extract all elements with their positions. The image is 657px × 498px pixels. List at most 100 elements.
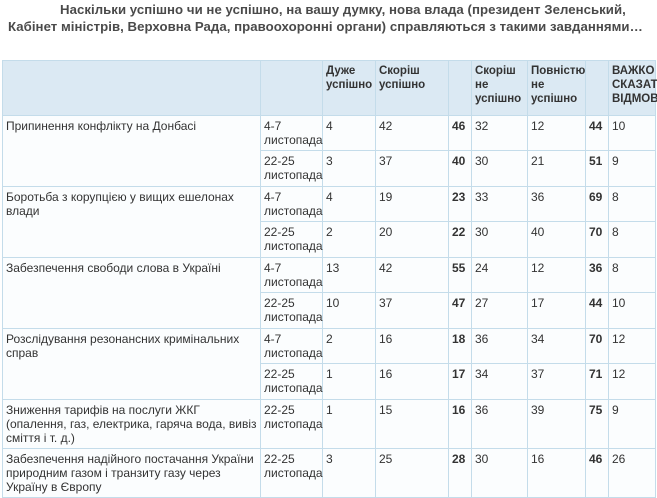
- rather-not-cell: 33: [471, 186, 528, 222]
- not-at-all-cell: 12: [527, 257, 586, 293]
- rather-not-cell: 30: [471, 448, 528, 498]
- not-at-all-cell: 16: [527, 448, 586, 498]
- task-cell: Забезпечення свободи слова в Україні: [2, 257, 261, 329]
- sum-positive-cell: 55: [448, 257, 472, 293]
- very-cell: 2: [322, 328, 376, 364]
- sum-negative-cell: 75: [585, 399, 609, 449]
- hard-to-say-cell: 10: [608, 292, 656, 329]
- sum-positive-cell: 22: [448, 221, 472, 258]
- not-at-all-cell: 21: [527, 150, 586, 187]
- hard-to-say-cell: 8: [608, 186, 656, 222]
- very-cell: 4: [322, 186, 376, 222]
- not-at-all-cell: 12: [527, 115, 586, 151]
- period-cell: 22-25 листопада: [260, 448, 323, 498]
- task-cell: Розслідування резонансних кримінальних с…: [2, 328, 261, 400]
- rather-cell: 16: [375, 363, 449, 400]
- rather-cell: 25: [375, 448, 449, 498]
- period-cell: 4-7 листопада: [260, 257, 323, 293]
- sum-positive-cell: 23: [448, 186, 472, 222]
- hard-to-say-cell: 8: [608, 221, 656, 258]
- table-row: Розслідування резонансних кримінальних с…: [2, 328, 656, 400]
- survey-results-table: Дуже успішно Скоріш успішно Скоріш не ус…: [2, 60, 657, 498]
- period-cell: 22-25 листопада: [260, 292, 323, 329]
- sum-negative-cell: 71: [585, 363, 609, 400]
- sum-negative-cell: 36: [585, 257, 609, 293]
- task-cell: Забезпечення надійного постачання Україн…: [2, 448, 261, 498]
- period-cell: 4-7 листопада: [260, 186, 323, 222]
- task-cell: Боротьба з корупцією у вищих ешелонах вл…: [2, 186, 261, 258]
- not-at-all-cell: 37: [527, 363, 586, 400]
- header-task: [2, 60, 261, 116]
- period-cell: 22-25 листопада: [260, 399, 323, 449]
- very-cell: 13: [322, 257, 376, 293]
- period-cell: 4-7 листопада: [260, 328, 323, 364]
- sum-positive-cell: 47: [448, 292, 472, 329]
- table-row: 22-25 листопада 3 37 40 30 21 51 9: [3, 150, 656, 187]
- period-cell: 4-7 листопада: [260, 115, 323, 151]
- sum-negative-cell: 69: [585, 186, 609, 222]
- hard-to-say-cell: 10: [608, 115, 656, 151]
- task-cell: Зниження тарифів на послуги ЖКГ (опаленн…: [2, 399, 261, 449]
- very-cell: 2: [322, 221, 376, 258]
- sum-negative-cell: 44: [585, 115, 609, 151]
- period-cell: 22-25 листопада: [260, 363, 323, 400]
- table-row: Припинення конфлікту на Донбасі 4-7 лист…: [2, 115, 656, 187]
- header-rather-successful: Скоріш успішно: [375, 60, 449, 116]
- header-very-successful: Дуже успішно: [322, 60, 376, 116]
- sum-positive-cell: 40: [448, 150, 472, 187]
- table-row: 22-25 листопада 10 37 47 27 17 44 10: [3, 292, 656, 329]
- survey-question-heading: Наскільки успішно чи не успішно, на вашу…: [8, 2, 643, 34]
- table-row: Забезпечення свободи слова в Україні 4-7…: [2, 257, 656, 329]
- rather-cell: 16: [375, 328, 449, 364]
- sum-positive-cell: 16: [448, 399, 472, 449]
- table-header-row: Дуже успішно Скоріш успішно Скоріш не ус…: [2, 60, 657, 116]
- hard-to-say-cell: 9: [608, 150, 656, 187]
- not-at-all-cell: 36: [527, 186, 586, 222]
- rather-cell: 42: [375, 257, 449, 293]
- sum-positive-cell: 28: [448, 448, 472, 498]
- sum-negative-cell: 46: [585, 448, 609, 498]
- not-at-all-cell: 17: [527, 292, 586, 329]
- rather-not-cell: 32: [471, 115, 528, 151]
- period-cell: 22-25 листопада: [260, 221, 323, 258]
- not-at-all-cell: 40: [527, 221, 586, 258]
- header-sum-negative: [585, 60, 609, 116]
- very-cell: 10: [322, 292, 376, 329]
- header-not-successful: Повністю не успішно: [527, 60, 586, 116]
- rather-not-cell: 27: [471, 292, 528, 329]
- rather-not-cell: 36: [471, 399, 528, 449]
- table-row: Боротьба з корупцією у вищих ешелонах вл…: [2, 186, 656, 258]
- rather-not-cell: 24: [471, 257, 528, 293]
- rather-cell: 19: [375, 186, 449, 222]
- rather-not-cell: 30: [471, 221, 528, 258]
- hard-to-say-cell: 26: [608, 448, 656, 498]
- table-row: Зниження тарифів на послуги ЖКГ (опаленн…: [2, 399, 656, 449]
- hard-to-say-cell: 8: [608, 257, 656, 293]
- table-row: 22-25 листопада 1 16 17 34 37 71 12: [3, 363, 656, 400]
- hard-to-say-cell: 12: [608, 363, 656, 400]
- not-at-all-cell: 34: [527, 328, 586, 364]
- sum-negative-cell: 44: [585, 292, 609, 329]
- hard-to-say-cell: 12: [608, 328, 656, 364]
- header-rather-unsuccessful: Скоріш не успішно: [471, 60, 528, 116]
- very-cell: 3: [322, 448, 376, 498]
- rather-cell: 15: [375, 399, 449, 449]
- rather-cell: 37: [375, 150, 449, 187]
- sum-positive-cell: 17: [448, 363, 472, 400]
- period-cell: 22-25 листопада: [260, 150, 323, 187]
- header-hard-to-say: ВАЖКО СКАЗАТИ/ ВІДМОВА: [608, 60, 657, 116]
- very-cell: 4: [322, 115, 376, 151]
- rather-not-cell: 36: [471, 328, 528, 364]
- rather-not-cell: 34: [471, 363, 528, 400]
- table-row: 22-25 листопада 2 20 22 30 40 70 8: [3, 221, 656, 258]
- table-row: Забезпечення надійного постачання Україн…: [2, 448, 656, 498]
- hard-to-say-cell: 9: [608, 399, 656, 449]
- rather-cell: 42: [375, 115, 449, 151]
- task-cell: Припинення конфлікту на Донбасі: [2, 115, 261, 187]
- sum-negative-cell: 70: [585, 221, 609, 258]
- rather-not-cell: 30: [471, 150, 528, 187]
- sum-negative-cell: 51: [585, 150, 609, 187]
- rather-cell: 20: [375, 221, 449, 258]
- sum-negative-cell: 70: [585, 328, 609, 364]
- very-cell: 1: [322, 399, 376, 449]
